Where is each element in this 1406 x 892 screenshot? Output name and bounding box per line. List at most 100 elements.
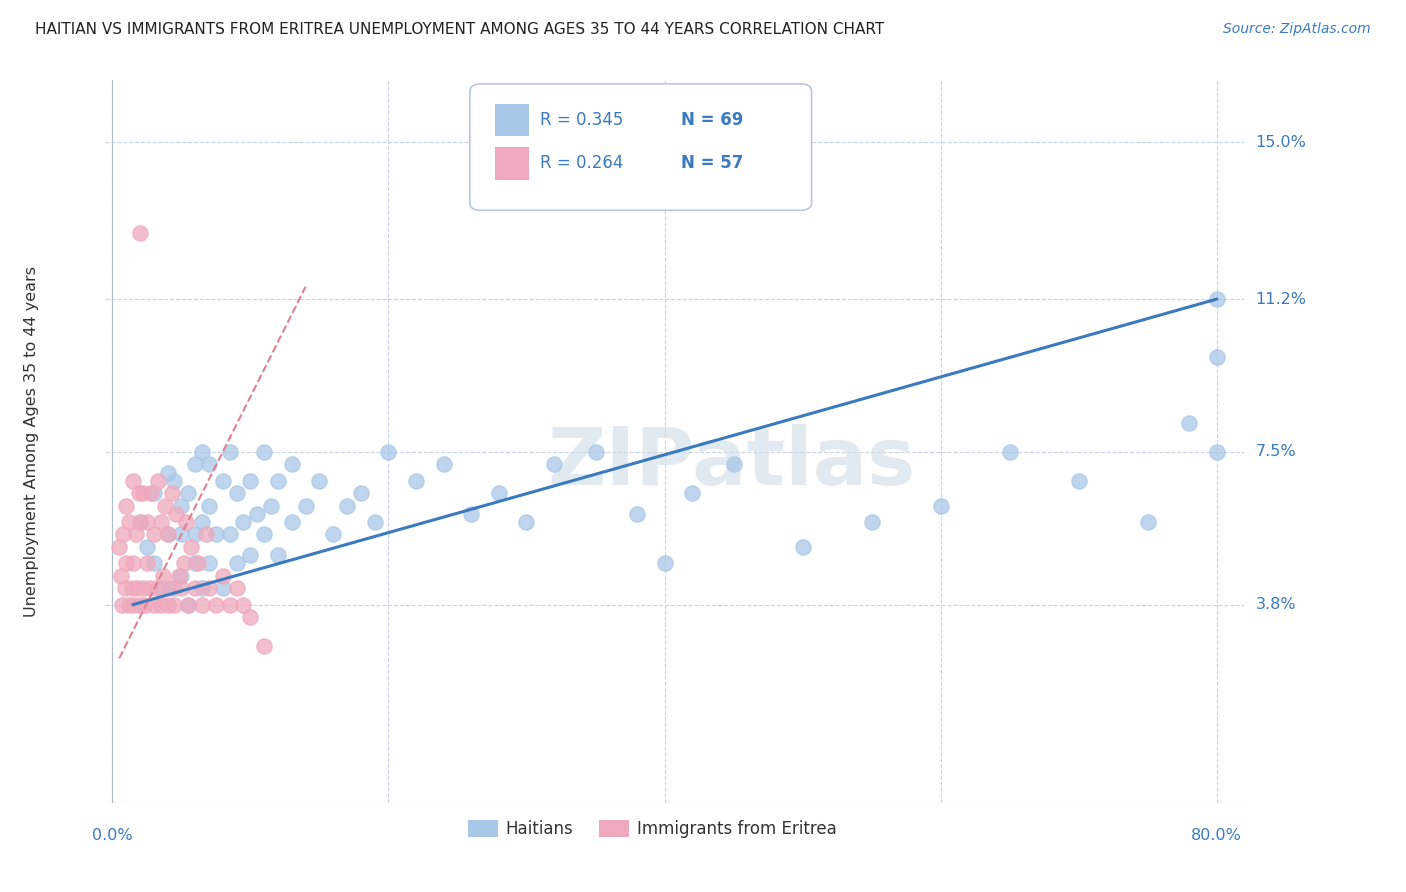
Point	[267, 548, 290, 562]
Point	[132, 581, 155, 595]
Point	[170, 499, 193, 513]
FancyBboxPatch shape	[495, 147, 529, 179]
Point	[1205, 350, 1227, 364]
Point	[281, 457, 304, 471]
Point	[198, 557, 221, 571]
Point	[1067, 474, 1090, 488]
Point	[129, 598, 152, 612]
Point	[153, 499, 176, 513]
Point	[267, 474, 290, 488]
Point	[253, 527, 276, 541]
Point	[111, 598, 134, 612]
Point	[135, 540, 157, 554]
Point	[142, 486, 165, 500]
Point	[211, 474, 233, 488]
Point	[115, 557, 138, 571]
Point	[211, 568, 233, 582]
Point	[929, 499, 952, 513]
Point	[239, 548, 262, 562]
Point	[156, 527, 179, 541]
Point	[488, 486, 510, 500]
Point	[152, 568, 174, 582]
Point	[177, 598, 200, 612]
Point	[122, 474, 145, 488]
Point	[170, 581, 193, 595]
Point	[405, 474, 427, 488]
Point	[156, 598, 179, 612]
Point	[308, 474, 330, 488]
Point	[149, 515, 172, 529]
Point	[433, 457, 456, 471]
Point	[218, 598, 240, 612]
Point	[124, 598, 146, 612]
Point	[350, 486, 373, 500]
Point	[114, 581, 136, 595]
Point	[191, 515, 214, 529]
Point	[191, 445, 214, 459]
Point	[149, 598, 172, 612]
Point	[184, 527, 207, 541]
Text: N = 69: N = 69	[681, 111, 742, 129]
Text: 3.8%: 3.8%	[1256, 597, 1296, 612]
Point	[170, 568, 193, 582]
Point	[377, 445, 399, 459]
Point	[225, 486, 247, 500]
Point	[115, 499, 138, 513]
Point	[121, 581, 143, 595]
Point	[363, 515, 385, 529]
Text: N = 57: N = 57	[681, 154, 742, 172]
Point	[218, 527, 240, 541]
Point	[253, 639, 276, 653]
Point	[129, 515, 152, 529]
Text: 15.0%: 15.0%	[1256, 135, 1306, 150]
Point	[160, 486, 183, 500]
Point	[167, 568, 190, 582]
Point	[122, 557, 145, 571]
Legend: Haitians, Immigrants from Eritrea: Haitians, Immigrants from Eritrea	[461, 814, 844, 845]
Point	[112, 527, 135, 541]
Point	[1178, 416, 1201, 430]
Point	[626, 507, 648, 521]
Point	[211, 581, 233, 595]
Point	[184, 557, 207, 571]
Point	[281, 515, 304, 529]
Text: R = 0.345: R = 0.345	[540, 111, 624, 129]
Point	[860, 515, 883, 529]
Point	[543, 457, 565, 471]
Point	[184, 581, 207, 595]
Point	[195, 527, 218, 541]
Point	[134, 598, 156, 612]
Point	[1136, 515, 1159, 529]
Point	[110, 568, 132, 582]
Point	[225, 581, 247, 595]
Point	[294, 499, 316, 513]
Point	[1205, 292, 1227, 306]
Text: 11.2%: 11.2%	[1256, 292, 1306, 307]
Text: HAITIAN VS IMMIGRANTS FROM ERITREA UNEMPLOYMENT AMONG AGES 35 TO 44 YEARS CORREL: HAITIAN VS IMMIGRANTS FROM ERITREA UNEMP…	[35, 22, 884, 37]
Point	[654, 557, 676, 571]
Point	[232, 598, 254, 612]
Point	[260, 499, 283, 513]
Point	[322, 527, 344, 541]
Text: R = 0.264: R = 0.264	[540, 154, 624, 172]
Point	[515, 515, 537, 529]
Point	[681, 486, 703, 500]
Point	[246, 507, 269, 521]
Point	[177, 486, 200, 500]
Text: Unemployment Among Ages 35 to 44 years: Unemployment Among Ages 35 to 44 years	[24, 266, 39, 617]
Point	[239, 474, 262, 488]
Point	[1205, 445, 1227, 459]
Point	[174, 515, 197, 529]
Point	[191, 598, 214, 612]
Point	[218, 445, 240, 459]
Point	[336, 499, 359, 513]
Point	[149, 581, 172, 595]
FancyBboxPatch shape	[495, 103, 529, 136]
Point	[253, 445, 276, 459]
FancyBboxPatch shape	[470, 84, 811, 211]
Point	[145, 581, 167, 595]
Point	[163, 474, 186, 488]
Point	[205, 527, 228, 541]
Point	[146, 474, 169, 488]
Point	[998, 445, 1021, 459]
